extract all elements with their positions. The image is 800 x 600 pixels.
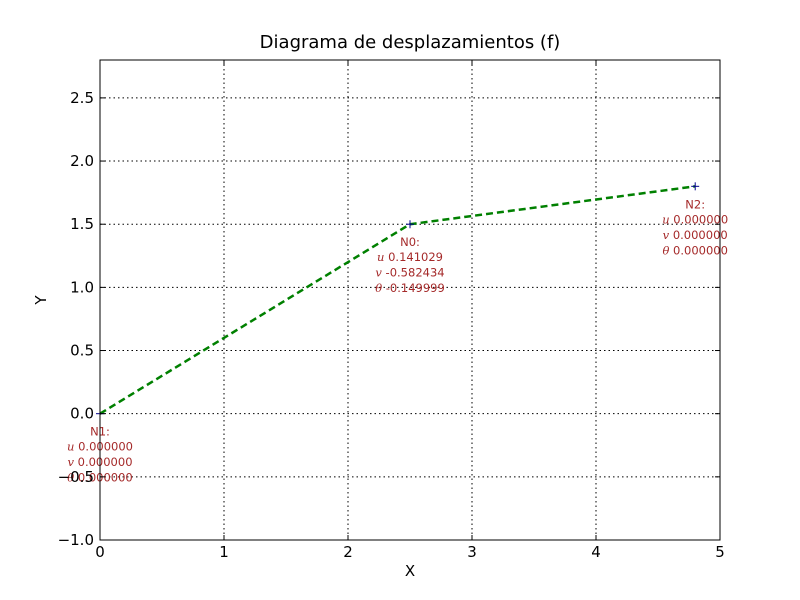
node-displacement-value: v -0.582434 bbox=[375, 266, 444, 280]
node-displacement-value: u 0.000000 bbox=[67, 440, 133, 454]
node-label: N0: bbox=[400, 235, 420, 249]
x-tick-label: 3 bbox=[467, 543, 477, 561]
axis-ticks: 0 1 2 3 4 5 −1.0 −0.5 0.0 0.5 1.0 1.5 2.0 2.5 bbox=[58, 60, 725, 561]
y-tick-label: −0.5 bbox=[58, 468, 94, 486]
plot-frame bbox=[99, 59, 721, 541]
node-displacement-value: θ -0.149999 bbox=[375, 281, 445, 295]
node-label: N2: bbox=[685, 197, 705, 211]
node-displacement-value: v 0.000000 bbox=[663, 228, 728, 242]
x-axis-label: X bbox=[405, 562, 415, 580]
x-tick-label: 1 bbox=[219, 543, 229, 561]
grid-lines bbox=[99, 60, 721, 541]
y-tick-label: 0.0 bbox=[70, 405, 94, 423]
x-tick-label: 5 bbox=[715, 543, 725, 561]
x-tick-label: 2 bbox=[343, 543, 353, 561]
chart-title: Diagrama de desplazamientos (f) bbox=[260, 32, 561, 53]
node-marker bbox=[406, 220, 414, 229]
node-displacement-value: θ 0.000000 bbox=[67, 471, 132, 485]
displacement-series-line bbox=[99, 185, 696, 415]
y-tick-label: 1.5 bbox=[70, 215, 94, 233]
x-tick-label: 0 bbox=[95, 543, 105, 561]
node-displacement-value: u 0.141029 bbox=[377, 250, 443, 264]
node-displacement-value: u 0.000000 bbox=[662, 212, 728, 226]
y-tick-label: 0.5 bbox=[70, 342, 94, 360]
node-displacement-value: θ 0.000000 bbox=[662, 243, 727, 257]
x-tick-label: 4 bbox=[591, 543, 601, 561]
y-tick-label: 2.0 bbox=[70, 152, 94, 170]
node-displacement-value: v 0.000000 bbox=[67, 455, 132, 469]
y-tick-label: −1.0 bbox=[58, 531, 94, 549]
y-axis-label: Y bbox=[32, 295, 50, 306]
node-marker bbox=[691, 182, 700, 191]
y-tick-label: 2.5 bbox=[70, 89, 94, 107]
series-layer bbox=[96, 182, 700, 418]
y-tick-label: 1.0 bbox=[70, 278, 94, 296]
